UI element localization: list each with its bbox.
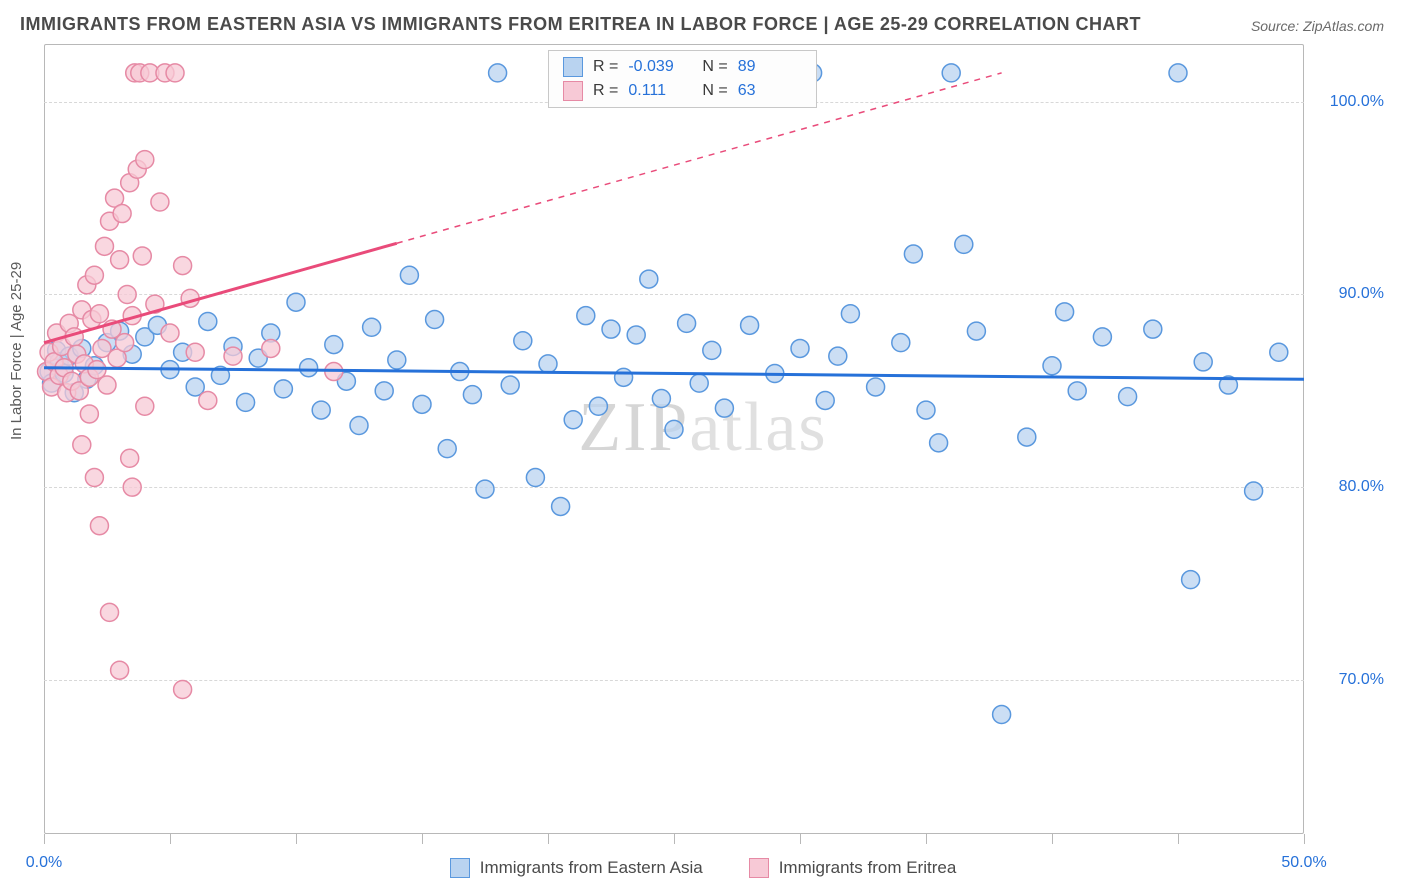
- source-attribution: Source: ZipAtlas.com: [1251, 18, 1384, 34]
- y-tick-label: 100.0%: [1330, 93, 1384, 111]
- legend-label-a: Immigrants from Eastern Asia: [480, 858, 703, 878]
- correlation-legend: R = -0.039 N = 89 R = 0.111 N = 63: [548, 50, 817, 108]
- y-axis-label: In Labor Force | Age 25-29: [8, 262, 25, 440]
- legend-n-value-b: 63: [738, 82, 802, 100]
- legend-n-value-a: 89: [738, 58, 802, 76]
- legend-n-label: N =: [702, 58, 727, 76]
- y-tick-label: 90.0%: [1339, 285, 1384, 303]
- y-tick-label: 70.0%: [1339, 671, 1384, 689]
- legend-n-label: N =: [702, 82, 727, 100]
- legend-r-value-a: -0.039: [628, 58, 692, 76]
- swatch-series-b: [563, 81, 583, 101]
- series-legend: Immigrants from Eastern Asia Immigrants …: [0, 858, 1406, 878]
- swatch-bottom-a: [450, 858, 470, 878]
- legend-r-label: R =: [593, 82, 618, 100]
- legend-label-b: Immigrants from Eritrea: [779, 858, 957, 878]
- legend-item-a: Immigrants from Eastern Asia: [450, 858, 703, 878]
- legend-r-value-b: 0.111: [628, 82, 692, 100]
- legend-r-label: R =: [593, 58, 618, 76]
- scatter-plot: [44, 44, 1304, 834]
- swatch-bottom-b: [749, 858, 769, 878]
- y-tick-label: 80.0%: [1339, 478, 1384, 496]
- legend-item-b: Immigrants from Eritrea: [749, 858, 957, 878]
- legend-row-series-a: R = -0.039 N = 89: [549, 55, 816, 79]
- chart-title: IMMIGRANTS FROM EASTERN ASIA VS IMMIGRAN…: [20, 14, 1141, 35]
- legend-row-series-b: R = 0.111 N = 63: [549, 79, 816, 103]
- swatch-series-a: [563, 57, 583, 77]
